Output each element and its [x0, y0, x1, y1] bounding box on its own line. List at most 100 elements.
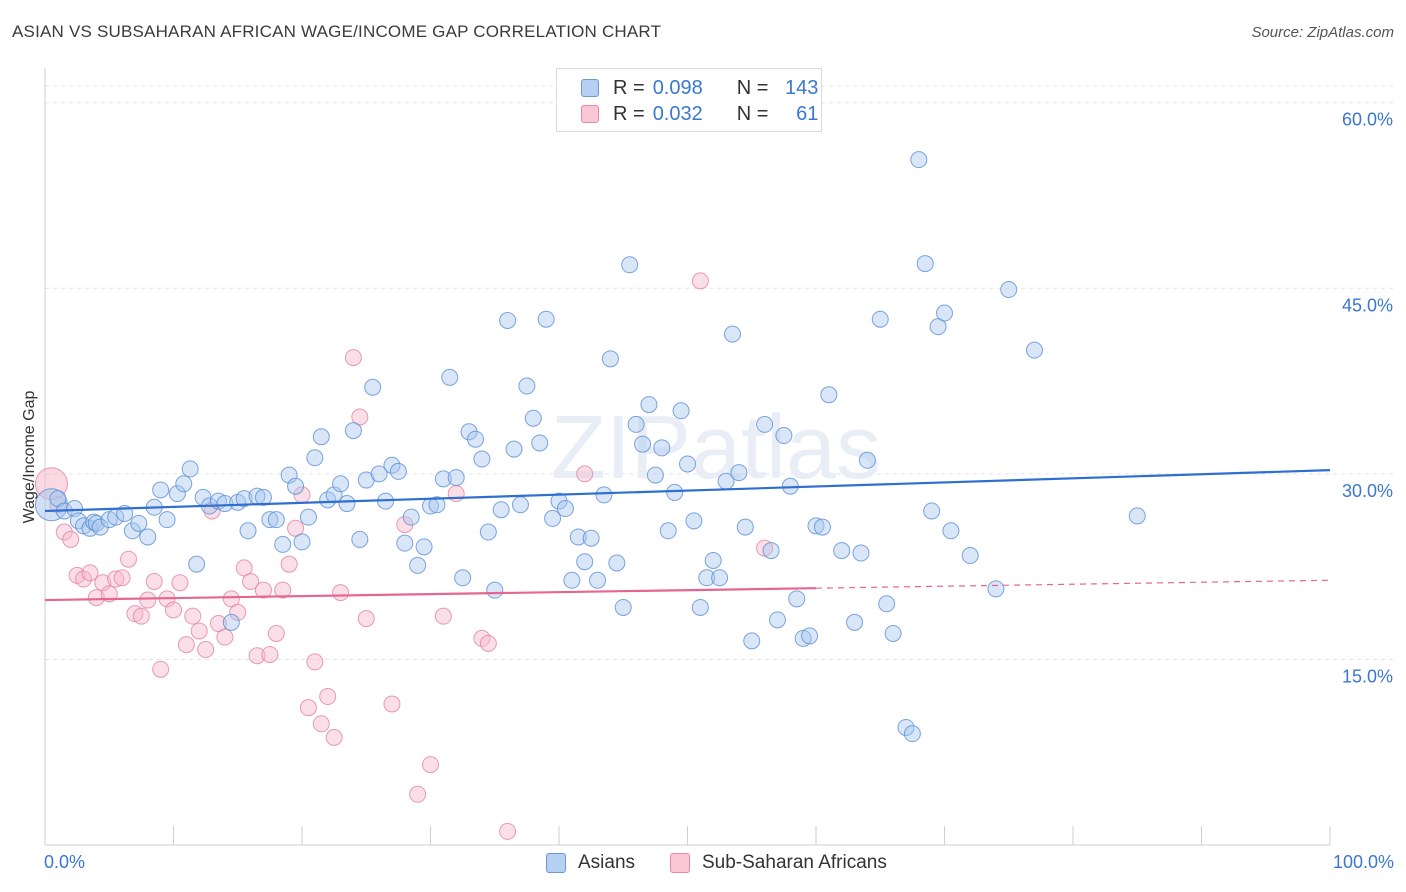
data-point	[344, 422, 362, 440]
data-point	[306, 449, 324, 467]
source-credit: Source: ZipAtlas.com	[1251, 24, 1394, 41]
data-point	[441, 368, 459, 386]
data-point	[222, 613, 240, 631]
legend-item-ssa: Sub-Saharan Africans	[670, 852, 887, 874]
data-point	[903, 725, 921, 743]
data-point	[357, 610, 375, 628]
trend-lines	[44, 469, 1331, 602]
data-point	[505, 440, 523, 458]
y-tick-label: 60.0%	[1342, 110, 1393, 130]
legend-label-ssa: Sub-Saharan Africans	[702, 852, 887, 873]
data-point	[203, 502, 221, 520]
data-point	[287, 519, 305, 537]
data-point	[415, 538, 433, 556]
data-point	[181, 460, 199, 478]
data-point	[434, 607, 452, 625]
data-point	[81, 564, 99, 582]
data-point	[242, 572, 260, 590]
data-point	[768, 611, 786, 629]
data-point	[775, 427, 793, 445]
data-point	[929, 318, 947, 336]
data-point	[916, 255, 934, 273]
data-point	[537, 310, 555, 328]
data-point	[91, 518, 109, 536]
data-point	[961, 547, 979, 565]
data-point	[139, 591, 157, 609]
data-point	[634, 435, 652, 453]
asians-swatch	[581, 79, 599, 97]
data-point	[364, 378, 382, 396]
data-point	[691, 272, 709, 290]
data-point	[338, 495, 356, 513]
data-point	[910, 151, 928, 169]
data-point	[813, 518, 831, 536]
data-point	[447, 485, 465, 503]
data-point	[351, 530, 369, 548]
data-point	[589, 571, 607, 589]
data-point	[209, 615, 227, 633]
data-point	[942, 522, 960, 540]
data-point	[274, 581, 292, 599]
data-point	[235, 490, 253, 508]
data-point	[582, 529, 600, 547]
data-point	[261, 645, 279, 663]
data-point	[383, 695, 401, 713]
data-point	[299, 508, 317, 526]
data-point	[409, 785, 427, 803]
axes	[44, 68, 1331, 846]
data-point	[833, 542, 851, 560]
data-point	[402, 508, 420, 526]
data-point	[165, 601, 182, 619]
data-point	[878, 595, 896, 613]
data-point	[190, 622, 208, 640]
n-label: N =	[736, 76, 769, 99]
data-point	[492, 501, 510, 519]
asians-legend-swatch	[546, 853, 566, 873]
data-point	[987, 580, 1005, 598]
data-point	[486, 581, 504, 599]
y-tick-label: 15.0%	[1342, 666, 1393, 686]
data-point	[130, 514, 148, 532]
series-ssa-points	[34, 272, 774, 840]
data-point	[158, 511, 176, 529]
data-point	[936, 304, 953, 322]
data-point	[396, 534, 414, 552]
series-asians-points	[34, 151, 1146, 743]
trend-line-asians	[44, 469, 1331, 513]
n-value: 143	[785, 76, 819, 99]
data-point	[351, 408, 369, 426]
data-point	[608, 554, 626, 572]
x-tick-max: 100.0%	[1332, 852, 1394, 872]
data-point	[87, 589, 105, 607]
r-value: 0.098	[652, 76, 703, 99]
data-point	[184, 607, 202, 625]
data-point	[704, 551, 722, 569]
legend-row-ssa: R = 0.032 N = 61	[581, 102, 818, 126]
data-point	[383, 456, 401, 474]
data-point	[177, 636, 195, 654]
data-point	[601, 350, 619, 368]
ssa-legend-swatch	[670, 853, 690, 873]
n-label: N =	[736, 102, 769, 125]
data-point	[473, 450, 491, 468]
data-point	[556, 500, 574, 518]
data-point	[344, 349, 362, 367]
data-point	[132, 607, 150, 625]
data-point	[100, 585, 118, 603]
data-point	[75, 570, 93, 588]
data-point	[312, 428, 330, 446]
data-point	[511, 496, 529, 514]
data-point	[293, 533, 311, 551]
data-point	[1000, 281, 1018, 299]
data-point	[261, 511, 279, 529]
chart-title: ASIAN VS SUBSAHARAN AFRICAN WAGE/INCOME …	[12, 22, 662, 41]
data-point	[197, 641, 215, 659]
data-point	[287, 477, 305, 495]
data-point	[621, 256, 639, 274]
data-point	[653, 439, 671, 457]
data-point	[756, 415, 774, 433]
data-point	[175, 475, 193, 493]
data-point	[447, 469, 465, 487]
data-point	[576, 465, 594, 483]
r-label: R =	[613, 102, 645, 125]
